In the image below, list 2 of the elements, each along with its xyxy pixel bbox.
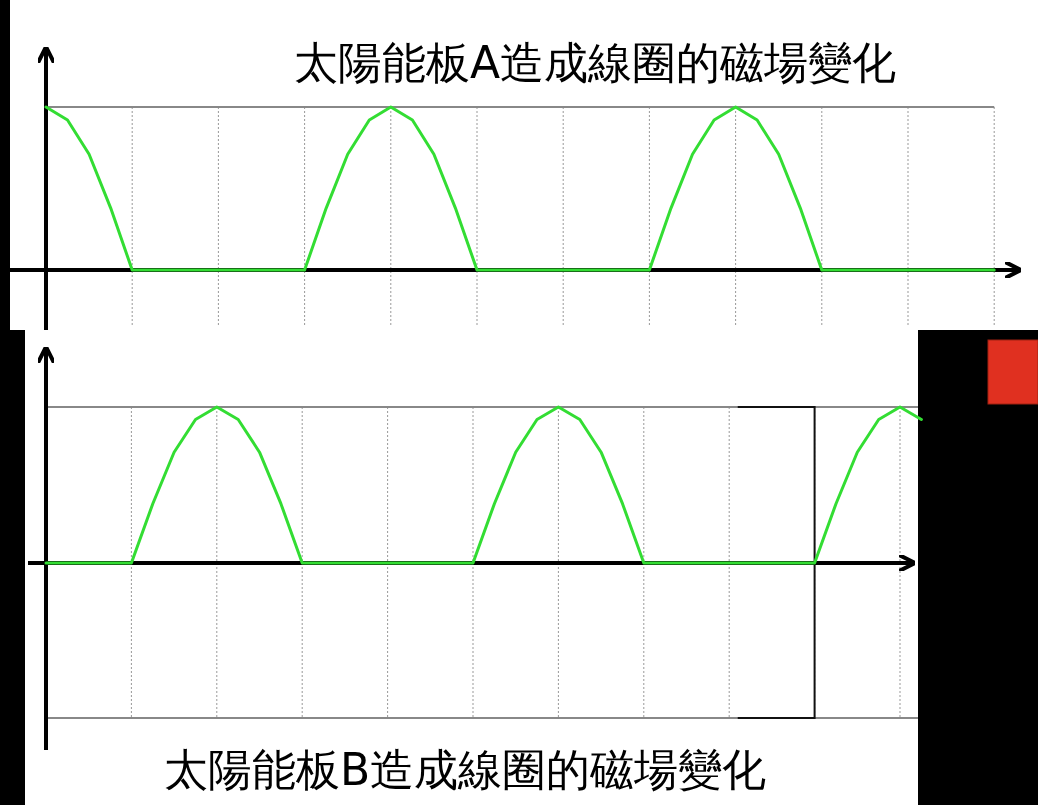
text: 太陽能板B造成線圈的磁場變化 xyxy=(163,744,767,795)
chart-title: 太陽能板A造成線圈的磁場變化 xyxy=(293,37,897,88)
